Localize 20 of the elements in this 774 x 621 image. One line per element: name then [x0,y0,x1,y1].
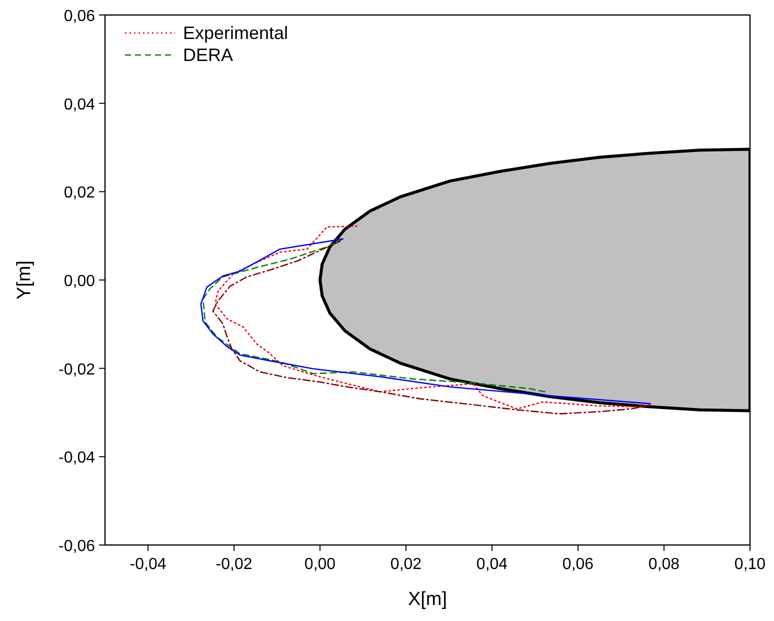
x-tick-label: 0,06 [562,556,594,573]
x-tick-label: 0,02 [390,556,422,573]
y-tick-label: 0,06 [64,8,96,25]
x-tick-label: 0,00 [304,556,336,573]
x-tick-label: 0,04 [476,556,508,573]
y-axis-title: Y[m] [14,260,35,300]
x-tick-label: -0,02 [216,556,252,573]
y-tick-label: 0,00 [64,273,96,290]
y-tick-label: 0,04 [64,96,96,114]
y-tick-label: -0,06 [58,538,96,555]
legend-label: DERA [183,45,234,65]
x-axis-title: X[m] [408,589,448,610]
y-tick-label: -0,02 [58,361,96,378]
x-tick-label: 0,08 [648,556,680,573]
x-tick-label: -0,04 [130,556,166,573]
y-tick-label: -0,04 [58,450,96,467]
x-tick-label: 0,10 [734,556,766,573]
y-tick-label: 0,02 [64,184,96,202]
line-series [202,238,546,392]
legend-label: Experimental [183,23,288,43]
